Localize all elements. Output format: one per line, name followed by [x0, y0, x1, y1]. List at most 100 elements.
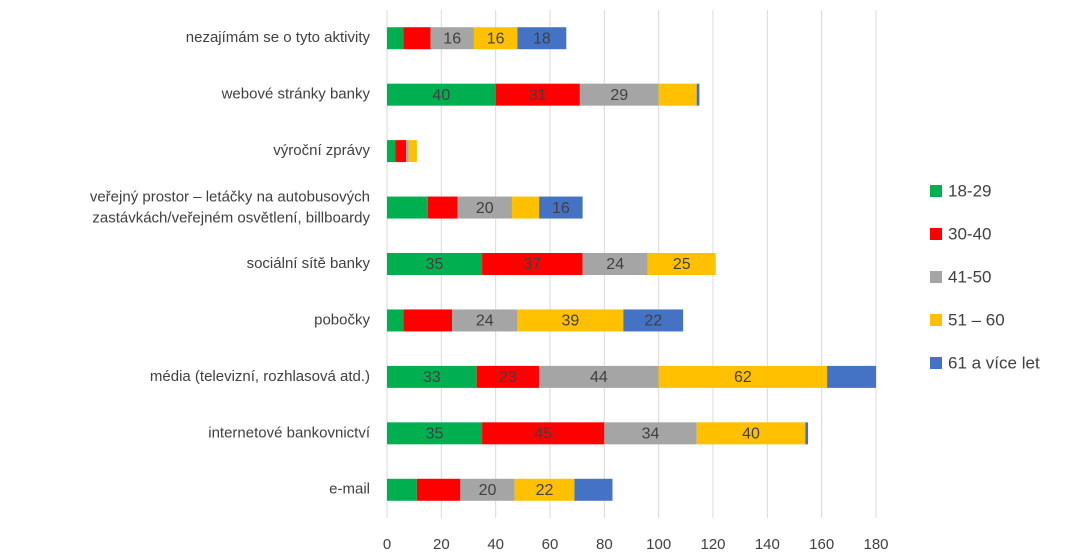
bar-segment [604, 422, 697, 445]
category-label: nezajímám se o tyto aktivity [186, 29, 371, 46]
value-label: 29 [610, 87, 628, 104]
x-tick-label: 180 [863, 536, 888, 552]
x-tick-label: 100 [646, 536, 671, 552]
category-label: média (televizní, rozhlasová atd.) [150, 368, 370, 385]
value-label: 16 [443, 30, 461, 47]
value-label: 45 [534, 426, 552, 443]
legend-label: 30-40 [948, 224, 991, 243]
bar-segment [473, 27, 518, 50]
legend-swatch [930, 271, 942, 283]
bar-segment [387, 140, 396, 163]
bar-segment [416, 478, 461, 501]
value-label: 39 [561, 313, 579, 330]
value-label: 24 [476, 313, 494, 330]
bar-segment [430, 27, 474, 50]
value-label: 34 [642, 426, 660, 443]
category-label-line: zastávkách/veřejném osvětlení, billboard… [92, 210, 370, 227]
x-tick-label: 80 [596, 536, 613, 552]
bar-segment [623, 309, 684, 332]
value-label: 24 [606, 256, 624, 273]
bar-segment [387, 422, 483, 445]
category-label: webové stránky banky [221, 86, 371, 103]
value-label: 22 [644, 313, 662, 330]
x-tick-label: 40 [487, 536, 504, 552]
value-label: 18 [533, 30, 551, 47]
bar-segment [460, 478, 515, 501]
value-label: 25 [673, 256, 691, 273]
value-label: 35 [426, 426, 444, 443]
bar-segment [658, 365, 828, 388]
category-label: sociální sítě banky [247, 255, 371, 272]
bar-segment [514, 478, 575, 501]
bar-segment [452, 309, 518, 332]
x-tick-label: 60 [542, 536, 559, 552]
bar-segment [427, 196, 458, 219]
bar-segment [482, 422, 605, 445]
bar-segment [805, 422, 809, 445]
bar-segment [517, 27, 567, 50]
bar-segment [387, 196, 428, 219]
category-label: internetové bankovnictví [208, 424, 371, 441]
value-label: 37 [523, 256, 541, 273]
value-label: 23 [499, 369, 517, 386]
bar-segment [387, 27, 404, 50]
bar-segment [406, 140, 409, 163]
category-label: pobočky [314, 311, 370, 328]
category-label: veřejný prostor – letáčky na autobusovýc… [90, 189, 371, 227]
bar-segment [403, 27, 431, 50]
bar-segment [408, 140, 417, 163]
bar-segment [476, 365, 540, 388]
legend-label: 18-29 [948, 181, 991, 200]
bar-segment [582, 253, 648, 275]
bar-segment [696, 422, 806, 445]
value-label: 40 [742, 426, 760, 443]
bar-segment [574, 478, 613, 501]
bar-segment [495, 83, 580, 106]
bar-segment [482, 253, 583, 275]
value-label: 44 [590, 369, 608, 386]
value-label: 33 [423, 369, 441, 386]
value-label: 22 [536, 482, 554, 499]
value-label: 20 [479, 482, 497, 499]
bar-segment [387, 83, 496, 106]
bar-segment [517, 309, 624, 332]
bar-segment [658, 83, 697, 106]
value-label: 31 [529, 87, 547, 104]
bar-segment [579, 83, 659, 106]
bar-segment [387, 365, 477, 388]
category-label-line: veřejný prostor – letáčky na autobusovýc… [90, 189, 370, 206]
legend-label: 41-50 [948, 267, 991, 286]
value-label: 20 [476, 200, 494, 217]
legend-label: 61 a více let [948, 353, 1040, 372]
bar-segment [403, 309, 453, 332]
legend-swatch [930, 228, 942, 240]
x-tick-label: 160 [809, 536, 834, 552]
category-label: výroční zprávy [273, 142, 370, 159]
value-label: 16 [552, 200, 570, 217]
value-label: 62 [734, 369, 752, 386]
bar-segment [539, 365, 659, 388]
category-label: e-mail [329, 481, 370, 498]
value-label: 16 [487, 30, 505, 47]
bar-segment [647, 253, 716, 275]
x-tick-label: 20 [433, 536, 450, 552]
legend-swatch [930, 314, 942, 326]
x-tick-label: 0 [383, 536, 391, 552]
x-tick-label: 120 [700, 536, 725, 552]
bar-segment [387, 253, 483, 275]
x-tick-label: 140 [755, 536, 780, 552]
value-label: 35 [426, 256, 444, 273]
bar-segment [511, 196, 540, 219]
bar-segment [827, 365, 876, 388]
bar-segment [539, 196, 583, 219]
bar-segment [387, 478, 417, 501]
bar-segment [457, 196, 512, 219]
legend-label: 51 – 60 [948, 310, 1005, 329]
legend-swatch [930, 357, 942, 369]
value-label: 40 [432, 87, 450, 104]
bar-segment [387, 309, 404, 332]
legend-swatch [930, 185, 942, 197]
bar-segment [395, 140, 407, 163]
bar-segment [696, 83, 700, 106]
